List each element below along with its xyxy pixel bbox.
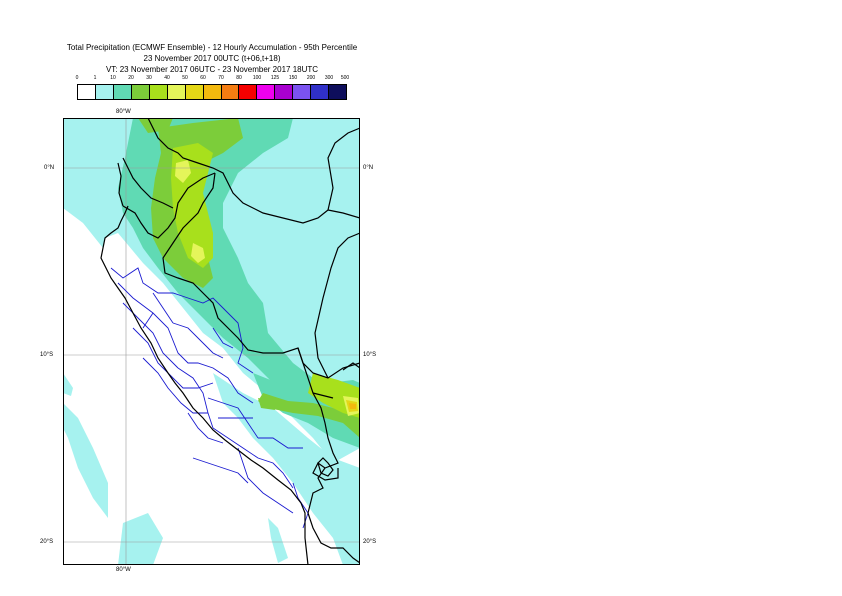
- legend-swatch-12: [293, 85, 312, 99]
- lon-label-bottom: 80°W: [116, 567, 131, 573]
- legend-swatch-14: [329, 85, 347, 99]
- legend-swatch-10: [257, 85, 276, 99]
- legend-swatch-9: [239, 85, 258, 99]
- precip-40-50-north: [175, 160, 191, 183]
- legend-label: 70: [218, 75, 224, 81]
- legend-swatch-11: [275, 85, 294, 99]
- precip-1-10-ocean-south-1: [63, 403, 108, 518]
- legend-swatch-4: [149, 85, 168, 99]
- legend-swatch-3: [131, 85, 150, 99]
- legend-label: 0: [75, 75, 79, 81]
- lat-label-10-left: 10°S: [40, 352, 54, 358]
- legend-swatch-6: [185, 85, 204, 99]
- map-frame: [63, 118, 360, 565]
- legend-labels: 0 1 10 20 30 40 50 60 70 80 100 125 150 …: [0, 75, 842, 85]
- legend-swatch-7: [203, 85, 222, 99]
- lat-label-20-right: 20°S: [363, 539, 377, 545]
- legend-label: 80: [236, 75, 242, 81]
- precip-1-10-ocean-south-2: [63, 373, 73, 396]
- legend-label: 500: [340, 75, 350, 81]
- legend-swatch-5: [167, 85, 186, 99]
- legend-label: 300: [324, 75, 334, 81]
- precipitation-map: [63, 118, 360, 565]
- legend-label: 125: [270, 75, 280, 81]
- base-time: 23 November 2017 00UTC (t+06,t+18): [143, 54, 281, 63]
- chart-title: Total Precipitation (ECMWF Ensemble) - 1…: [66, 43, 358, 52]
- precip-20-30-northwest-cap: [138, 118, 173, 133]
- legend-label: 100: [252, 75, 262, 81]
- color-legend: [77, 84, 347, 100]
- legend-label: 30: [146, 75, 152, 81]
- precip-1-10-north-coast: [63, 118, 143, 248]
- legend-label: 10: [110, 75, 116, 81]
- precip-60-70-south: [349, 403, 356, 409]
- precip-20-30-south: [258, 393, 360, 438]
- lon-label-top: 80°W: [116, 109, 131, 115]
- legend-label: 60: [200, 75, 206, 81]
- lat-label-20-left: 20°S: [40, 539, 54, 545]
- lat-label-0-left: 0°N: [44, 165, 55, 171]
- precip-1-10-inland-south: [213, 373, 360, 565]
- legend-label: 50: [182, 75, 188, 81]
- legend-label: 150: [288, 75, 298, 81]
- legend-swatch-2: [113, 85, 132, 99]
- precip-20-30-south-west: [258, 398, 275, 410]
- valid-time: VT: 23 November 2017 06UTC - 23 November…: [105, 65, 319, 74]
- country-borders: [100, 118, 360, 565]
- legend-swatch-13: [311, 85, 330, 99]
- legend-swatch-0: [78, 85, 96, 99]
- precip-1-10-small-streak: [268, 518, 288, 563]
- lat-label-0-right: 0°N: [363, 165, 374, 171]
- legend-label: 1: [93, 75, 97, 81]
- legend-swatch-1: [95, 85, 114, 99]
- legend-label: 40: [164, 75, 170, 81]
- precip-1-10-small-streak-2: [125, 523, 138, 565]
- legend-label: 20: [128, 75, 134, 81]
- legend-label: 200: [306, 75, 316, 81]
- precip-40-50-central: [191, 243, 205, 263]
- lat-label-10-right: 10°S: [363, 352, 377, 358]
- legend-swatch-8: [221, 85, 240, 99]
